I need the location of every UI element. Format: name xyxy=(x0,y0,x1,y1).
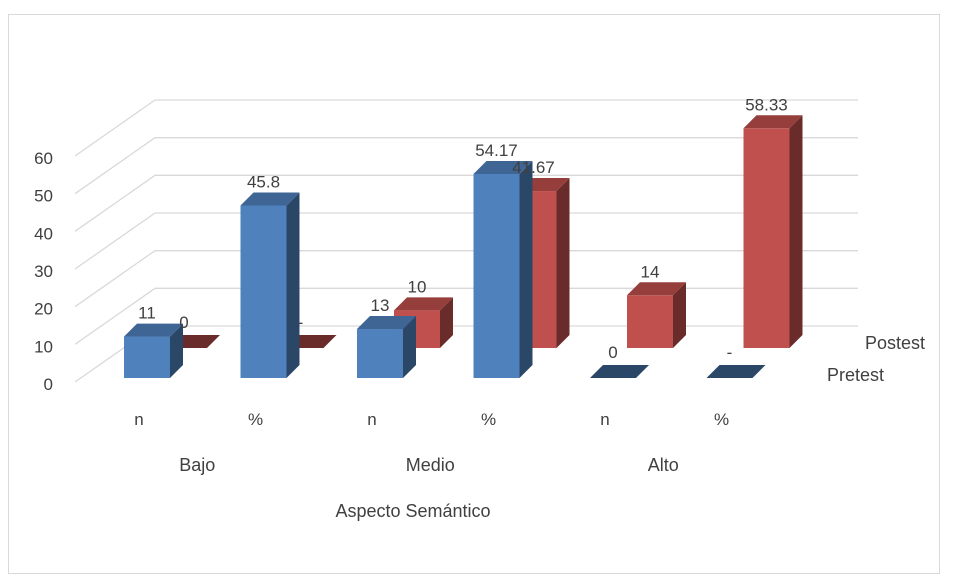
data-label-postest: 41.67 xyxy=(512,158,555,177)
pretest-bar xyxy=(706,365,766,378)
pretest-bar xyxy=(590,365,649,378)
series-label-postest: Postest xyxy=(865,333,925,353)
gridline xyxy=(74,250,858,308)
x-category-label: n xyxy=(600,410,609,429)
y-tick-label: 20 xyxy=(34,300,53,319)
data-label-pretest: - xyxy=(727,343,733,362)
data-label-postest: - xyxy=(298,313,304,332)
gridline xyxy=(74,212,858,270)
data-label-postest: 10 xyxy=(408,277,427,296)
x-group-label: Medio xyxy=(406,455,455,475)
pretest-bar xyxy=(357,316,416,378)
y-axis-ticks: 0 10 20 30 40 50 60 xyxy=(34,149,53,394)
y-tick-label: 30 xyxy=(34,262,53,281)
gridline xyxy=(74,99,858,157)
gridline xyxy=(74,174,858,232)
gridline xyxy=(74,287,858,345)
x-axis-categories: n% n% n % Bajo Medio Alto xyxy=(134,410,729,475)
pretest-bars xyxy=(124,160,766,378)
data-label-pretest: 45.8 xyxy=(247,172,280,191)
x-group-label: Alto xyxy=(648,455,679,475)
data-label-pretest: 0 xyxy=(608,343,617,362)
pretest-bar xyxy=(240,192,300,378)
postest-bar xyxy=(627,282,686,348)
y-tick-label: 0 xyxy=(44,375,53,394)
x-axis-title: Aspecto Semántico xyxy=(335,501,490,521)
y-tick-label: 40 xyxy=(34,224,53,243)
x-category-label: % xyxy=(248,410,263,429)
data-label-postest: 58.33 xyxy=(745,95,788,114)
x-category-label: % xyxy=(481,410,496,429)
data-label-postest: 0 xyxy=(179,313,188,332)
gridlines xyxy=(74,99,858,383)
x-category-label: % xyxy=(714,410,729,429)
data-label-pretest: 13 xyxy=(371,296,390,315)
x-category-label: n xyxy=(367,410,376,429)
y-tick-label: 50 xyxy=(34,187,53,206)
x-group-label: Bajo xyxy=(179,455,215,475)
x-category-label: n xyxy=(134,410,143,429)
gridline xyxy=(74,137,858,195)
y-tick-label: 10 xyxy=(34,337,53,356)
chart-frame xyxy=(8,14,940,574)
data-label-postest: 14 xyxy=(641,262,660,281)
postest-bar xyxy=(743,115,803,348)
y-tick-label: 60 xyxy=(34,149,53,168)
pretest-bar xyxy=(124,323,183,378)
pretest-bar xyxy=(473,160,533,378)
data-label-pretest: 54.17 xyxy=(475,141,518,160)
data-label-pretest: 11 xyxy=(138,304,156,323)
series-label-pretest: Pretest xyxy=(827,365,884,385)
